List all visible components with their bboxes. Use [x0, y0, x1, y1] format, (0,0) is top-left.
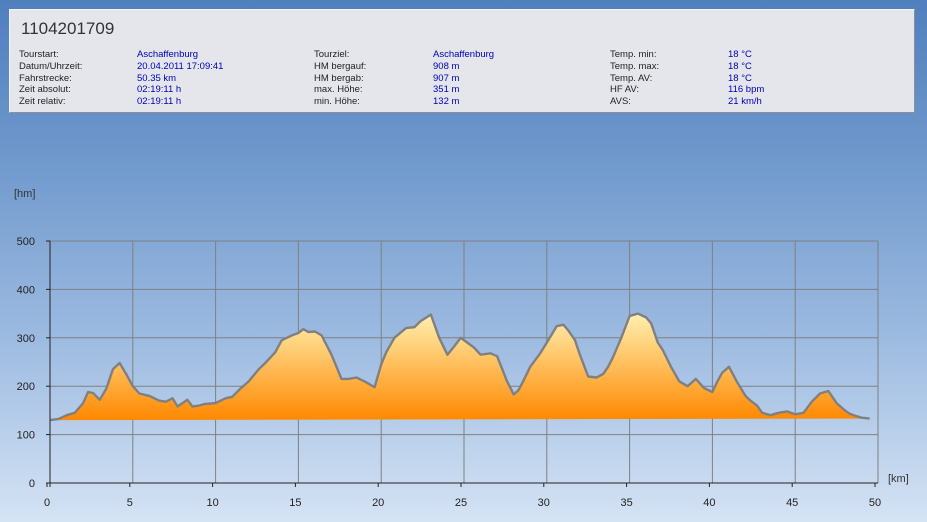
info-label: Zeit absolut: [19, 84, 71, 96]
info-column-2: Tourziel: Aschaffenburg HM bergauf: 908 m … [314, 49, 594, 108]
info-value: 20.04.2011 17:09:41 [137, 60, 224, 72]
info-label: AVS: [610, 96, 631, 108]
info-value: Aschaffenburg [433, 49, 495, 60]
x-tick-label: 15 [289, 497, 301, 509]
x-tick-label: 5 [127, 497, 133, 509]
info-value: 908 m [433, 60, 460, 72]
x-tick-label: 45 [786, 497, 798, 509]
info-column-1: Tourstart: Aschaffenburg Datum/Uhrzeit: 20… [19, 49, 299, 108]
info-row-min-hoehe: min. Höhe: 132 m [314, 96, 594, 108]
x-tick-label: 40 [703, 497, 715, 509]
tour-title: 1104201709 [21, 19, 115, 38]
info-row-max-hoehe: max. Höhe: 351 m [314, 84, 594, 96]
info-column-3: Temp. min: 18 °C Temp. max: 18 °C Temp. AV… [610, 49, 890, 108]
elevation-area [50, 313, 870, 421]
info-label: Fahrstrecke: [19, 72, 72, 84]
info-value: 907 m [433, 72, 460, 84]
info-label: Tourziel: [314, 49, 350, 60]
info-label: HF AV: [610, 84, 640, 96]
info-value: 116 bpm [728, 84, 765, 96]
y-tick-label: 200 [17, 381, 35, 393]
info-row-tourziel: Tourziel: Aschaffenburg [314, 49, 594, 61]
info-value: 02:19:11 h [137, 96, 182, 108]
info-value: 02:19:11 h [137, 84, 182, 96]
info-label: Zeit relativ: [19, 96, 66, 108]
info-row-tourstart: Tourstart: Aschaffenburg [19, 49, 299, 61]
info-row-temp-av: Temp. AV: 18 °C [610, 73, 890, 85]
info-panel: 1104201709 Tourstart: Aschaffenburg Datum… [9, 9, 915, 113]
x-axis-unit: [km] [888, 473, 909, 485]
grid-layer [50, 240, 879, 483]
x-tick-label: 10 [206, 497, 218, 509]
info-row-temp-max: Temp. max: 18 °C [610, 61, 890, 73]
info-row-zeit-absolut: Zeit absolut: 02:19:11 h [19, 84, 299, 96]
info-row-zeit-relativ: Zeit relativ: 02:19:11 h [19, 96, 299, 108]
info-row-fahrstrecke: Fahrstrecke: 50.35 km [19, 73, 299, 85]
info-label: HM bergauf: [314, 60, 367, 72]
x-tick-label: 0 [44, 497, 50, 509]
y-tick-label: 500 [17, 236, 35, 248]
info-value: 18 °C [728, 72, 752, 84]
info-value: 18 °C [728, 49, 752, 60]
info-row-temp-min: Temp. min: 18 °C [610, 49, 890, 61]
y-tick-label: 400 [17, 284, 35, 296]
info-value: 50.35 km [137, 72, 177, 84]
y-tick-label: 100 [17, 430, 35, 442]
x-tick-label: 35 [620, 497, 632, 509]
info-row-hm-bergab: HM bergab: 907 m [314, 73, 594, 85]
info-label: HM bergab: [314, 72, 364, 84]
info-value: 21 km/h [728, 96, 762, 108]
info-row-hm-bergauf: HM bergauf: 908 m [314, 61, 594, 73]
info-label: min. Höhe: [314, 96, 360, 108]
x-tick-label: 25 [455, 497, 467, 509]
info-label: Datum/Uhrzeit: [19, 60, 83, 72]
info-label: Temp. min: [610, 49, 657, 60]
y-tick-label: 300 [17, 333, 35, 345]
info-value: 18 °C [728, 60, 752, 72]
axes-layer [46, 241, 878, 487]
info-label: Temp. AV: [610, 72, 653, 84]
info-row-avs: AVS: 21 km/h [610, 96, 890, 108]
info-label: max. Höhe: [314, 84, 363, 96]
info-label: Tourstart: [19, 49, 59, 60]
x-tick-label: 20 [372, 497, 384, 509]
info-row-datum: Datum/Uhrzeit: 20.04.2011 17:09:41 [19, 61, 299, 73]
info-value: 132 m [433, 96, 460, 108]
info-row-hf-av: HF AV: 116 bpm [610, 84, 890, 96]
info-value: Aschaffenburg [137, 49, 199, 60]
elevation-line [49, 312, 870, 422]
y-axis-unit: [hm] [14, 188, 35, 200]
x-tick-label: 50 [869, 497, 881, 509]
info-value: 351 m [433, 84, 460, 96]
y-tick-label: 0 [29, 478, 35, 490]
info-label: Temp. max: [610, 60, 660, 72]
x-tick-label: 30 [538, 497, 550, 509]
